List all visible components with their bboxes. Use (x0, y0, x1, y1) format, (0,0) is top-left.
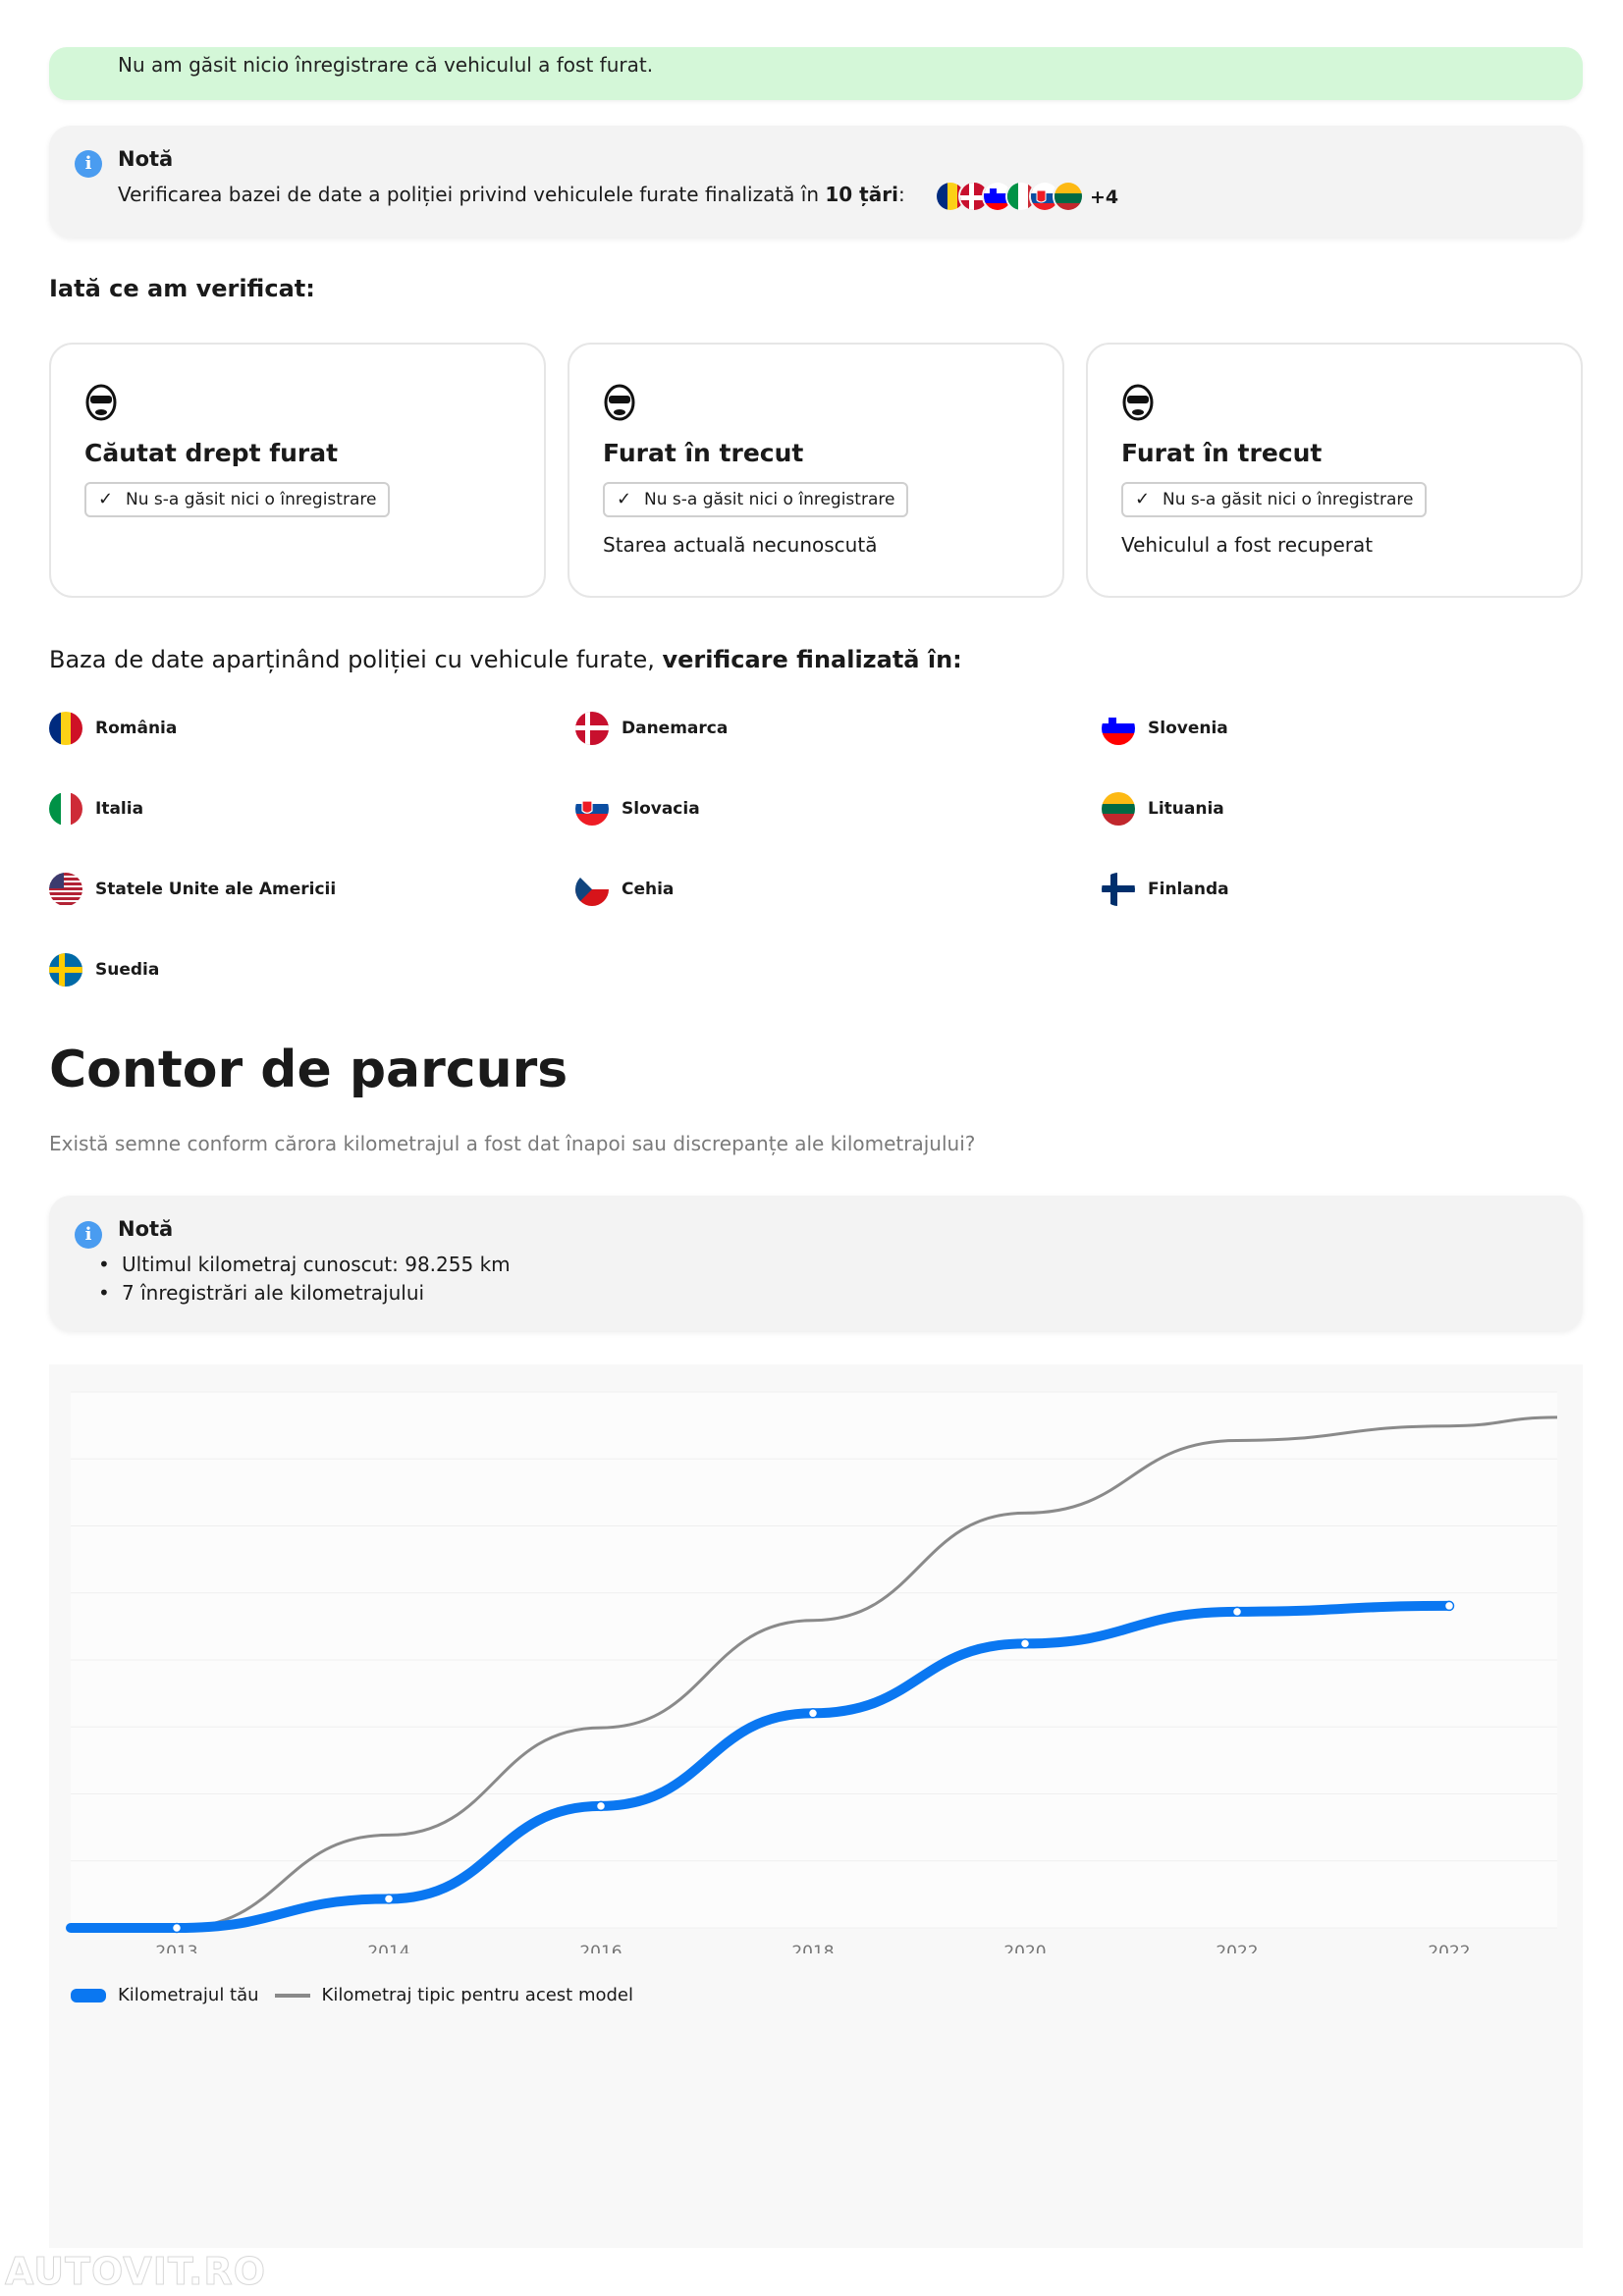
data-point[interactable] (383, 1894, 395, 1904)
list-item: Ultimul kilometraj cunoscut: 98.255 km (71, 1253, 511, 1276)
legend-label: Kilometrajul tău (118, 1985, 259, 2005)
series-line-typical-mileage (71, 1415, 1558, 1930)
chart-legend: Kilometrajul tău Kilometraj tipic pentru… (71, 1985, 633, 2005)
data-point[interactable] (1019, 1638, 1031, 1649)
checked-heading: Iată ce am verificat: (49, 275, 315, 302)
x-tick-label: 2022 (1428, 1943, 1470, 1953)
legend-swatch-your-mileage (71, 1988, 106, 2002)
country-name: Slovenia (1148, 719, 1228, 738)
odometer-chart: 2013 2014 2016 2018 2020 2022 2022 Kilometraju… (49, 1364, 1583, 2248)
country-item: Cehia (575, 872, 674, 907)
card-title: Furat în trecut (603, 439, 804, 467)
country-item: România (49, 711, 177, 746)
flag-sk-icon (575, 792, 609, 826)
country-name: Cehia (622, 880, 675, 899)
legend-swatch-typical-mileage (274, 1993, 310, 1998)
card-subtitle: Vehiculul a fost recuperat (1121, 533, 1374, 557)
odometer-bullets: Ultimul kilometraj cunoscut: 98.255 km 7… (71, 1253, 511, 1309)
data-point[interactable] (1231, 1606, 1243, 1618)
card-subtitle: Starea actuală necunoscută (603, 533, 878, 557)
data-point[interactable] (807, 1708, 819, 1719)
odometer-chart-svg: 2013 2014 2016 2018 2020 2022 2022 (66, 1391, 1558, 1953)
x-tick-label: 2016 (579, 1943, 622, 1953)
country-item: Italia (49, 791, 143, 827)
note-title: Notă (118, 1217, 174, 1241)
data-point[interactable] (171, 1922, 183, 1934)
info-icon: i (75, 1221, 102, 1249)
flag-se-icon (49, 953, 82, 987)
stolen-check-banner: Nu am găsit nicio înregistrare că vehicu… (49, 47, 1583, 100)
country-item: Suedia (49, 952, 159, 988)
country-item: Statele Unite ale Americii (49, 872, 336, 907)
country-name: Lituania (1148, 799, 1224, 819)
country-name: România (95, 719, 178, 738)
country-item: Slovacia (575, 791, 700, 827)
check-icon: ✓ (98, 489, 114, 509)
flag-us-icon (49, 873, 82, 906)
country-name: Finlanda (1148, 880, 1229, 899)
odometer-subtitle: Există semne conform cărora kilometrajul… (49, 1132, 976, 1155)
thief-mask-icon (1122, 384, 1154, 421)
flag-lt-icon (1102, 792, 1135, 826)
check-icon: ✓ (617, 489, 632, 509)
flag-si-icon (1102, 712, 1135, 745)
flag-stack (935, 181, 1084, 212)
country-item: Lituania (1102, 791, 1224, 827)
flag-fi-icon (1102, 873, 1135, 906)
country-name: Suedia (95, 960, 160, 980)
countries-heading: Baza de date aparținând poliției cu vehi… (49, 646, 962, 673)
data-point[interactable] (595, 1800, 607, 1812)
country-item: Danemarca (575, 711, 728, 746)
country-name: Danemarca (622, 719, 729, 738)
check-icon: ✓ (1135, 489, 1151, 509)
check-card-stolen-past: Furat în trecut ✓ Nu s-a găsit nici o înr… (568, 343, 1064, 598)
data-point[interactable] (1443, 1600, 1455, 1612)
check-card-recovered: Furat în trecut ✓ Nu s-a găsit nici o înr… (1086, 343, 1583, 598)
thief-mask-icon (604, 384, 635, 421)
odometer-note: i Notă Ultimul kilometraj cunoscut: 98.2… (49, 1196, 1583, 1331)
card-title: Furat în trecut (1121, 439, 1323, 467)
status-badge: ✓ Nu s-a găsit nici o înregistrare (603, 482, 909, 517)
status-badge: ✓ Nu s-a găsit nici o înregistrare (1121, 482, 1428, 517)
legend-label: Kilometraj tipic pentru acest model (321, 1985, 633, 2005)
check-card-wanted: Căutat drept furat ✓ Nu s-a găsit nici o … (49, 343, 546, 598)
x-tick-label: 2020 (1003, 1943, 1046, 1953)
country-name: Statele Unite ale Americii (95, 880, 337, 899)
x-tick-label: 2013 (155, 1943, 197, 1953)
flag-ro-icon (49, 712, 82, 745)
note-text: Verificarea bazei de date a poliției pri… (118, 183, 905, 206)
countries-note: i Notă Verificarea bazei de date a poliț… (49, 126, 1583, 238)
series-line-your-mileage (66, 1600, 1454, 1933)
list-item: 7 înregistrări ale kilometrajului (71, 1281, 511, 1305)
x-tick-label: 2022 (1216, 1943, 1258, 1953)
odometer-title: Contor de parcurs (49, 1041, 568, 1099)
flag-lt-icon (1053, 181, 1084, 212)
note-title: Notă (118, 147, 174, 171)
country-item: Finlanda (1102, 872, 1229, 907)
x-tick-label: 2014 (367, 1943, 409, 1953)
x-tick-label: 2018 (791, 1943, 834, 1953)
card-title: Căutat drept furat (84, 439, 339, 467)
country-name: Slovacia (622, 799, 700, 819)
country-item: Slovenia (1102, 711, 1228, 746)
flag-dk-icon (575, 712, 609, 745)
watermark-logo: AUTOVIT.RO (5, 2250, 266, 2294)
flag-cz-icon (575, 873, 609, 906)
thief-mask-icon (85, 384, 117, 421)
stolen-check-text: Nu am găsit nicio înregistrare că vehicu… (118, 53, 654, 77)
info-icon: i (75, 150, 102, 178)
status-badge: ✓ Nu s-a găsit nici o înregistrare (84, 482, 391, 517)
flag-it-icon (49, 792, 82, 826)
country-name: Italia (95, 799, 144, 819)
more-countries-count: +4 (1090, 187, 1119, 208)
